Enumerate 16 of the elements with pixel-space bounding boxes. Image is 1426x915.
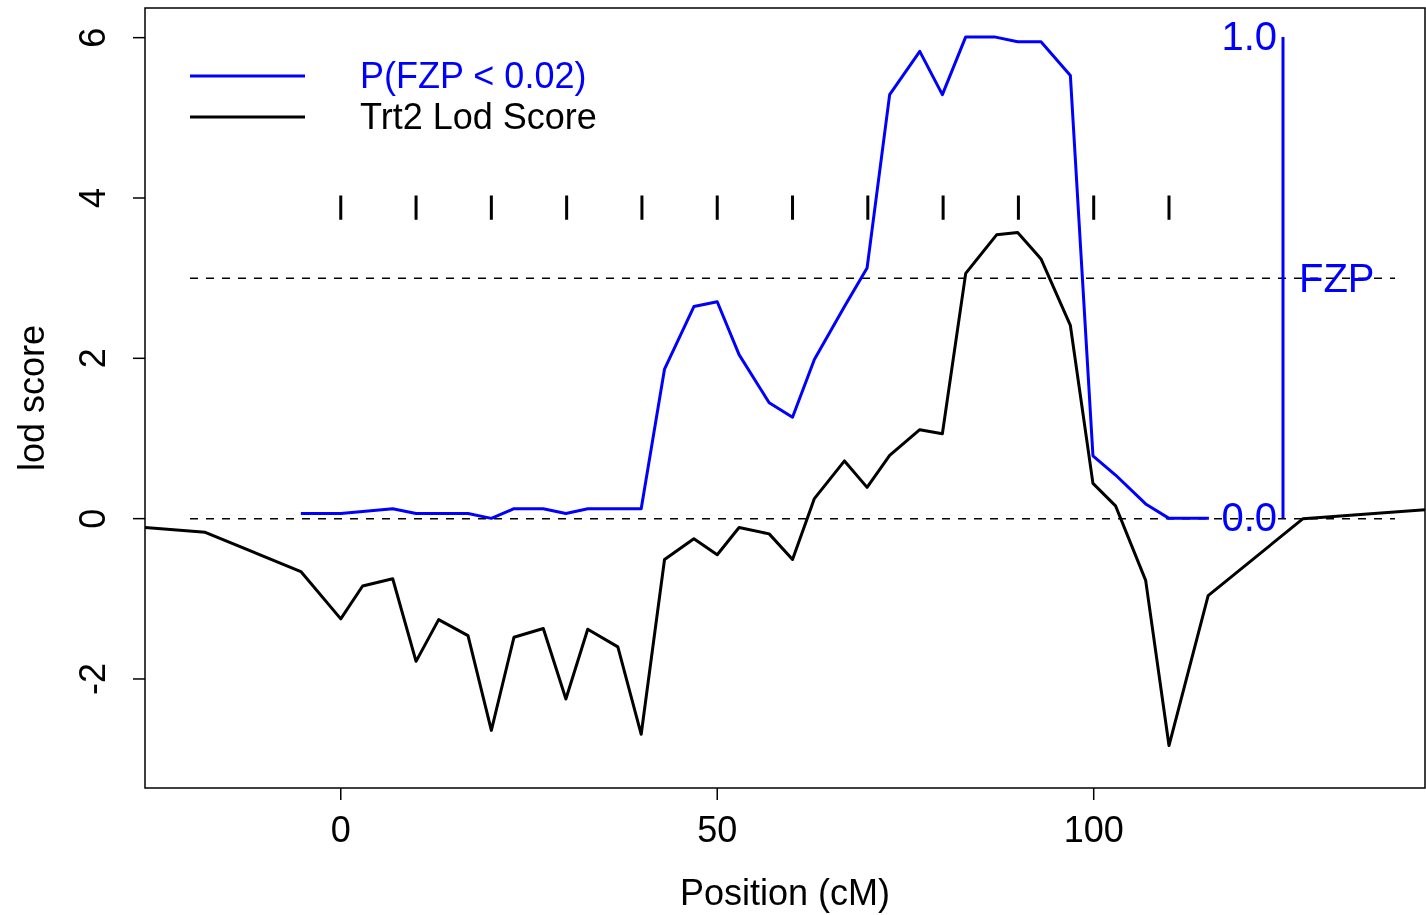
legend-label: Trt2 Lod Score	[360, 96, 597, 137]
y-tick-label: -2	[72, 662, 113, 695]
x-tick-label: 0	[330, 809, 351, 850]
y-tick-label: 0	[72, 508, 113, 529]
y2-axis-title: FZP	[1299, 255, 1375, 300]
legend-label: P(FZP < 0.02)	[360, 55, 587, 96]
y2-tick-label: 0.0	[1221, 495, 1277, 540]
x-tick-label: 50	[697, 809, 738, 850]
y-tick-label: 4	[72, 187, 113, 209]
x-axis-title: Position (cM)	[679, 872, 891, 913]
y2-tick-label: 1.0	[1221, 13, 1277, 58]
y-tick-label: 2	[72, 348, 113, 369]
y-axis-title: lod score	[11, 324, 52, 472]
x-tick-label: 100	[1063, 809, 1124, 850]
line-series	[299, 35, 1211, 520]
y-tick-label: 6	[72, 27, 113, 48]
